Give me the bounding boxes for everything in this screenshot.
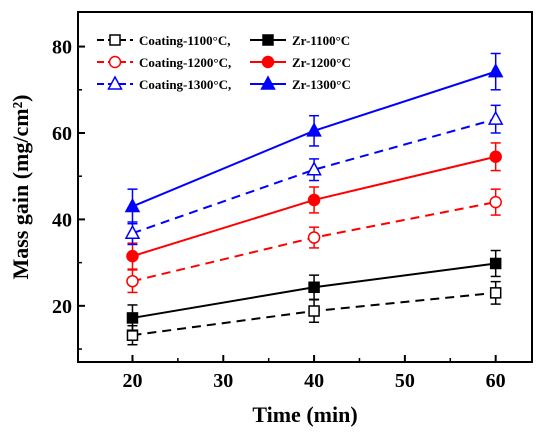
data-point — [126, 329, 139, 341]
x-tick-label: 60 — [486, 370, 506, 392]
data-point — [489, 195, 502, 209]
legend-item-3: Zr-1200°C — [250, 55, 351, 70]
x-tick-label: 50 — [395, 370, 415, 392]
data-point — [487, 110, 504, 125]
legend-item-1: Zr-1100°C — [250, 33, 350, 48]
data-point — [489, 150, 502, 164]
data-point — [307, 231, 321, 244]
legend-marker — [109, 34, 121, 46]
data-point — [126, 312, 139, 324]
y-tick-label: 60 — [52, 123, 72, 145]
legend-item-4: Coating-1300°C, — [97, 75, 231, 92]
x-tick-label: 40 — [304, 370, 324, 392]
legend-item-0: Coating-1100°C, — [97, 33, 231, 48]
data-point — [126, 249, 139, 263]
legend: Coating-1100°C, Zr-1100°C Coating-1200°C, Z… — [97, 33, 351, 92]
series-layer — [124, 52, 504, 346]
y-tick-label: 20 — [52, 296, 72, 318]
axis-ticks — [78, 45, 497, 362]
legend-marker — [262, 34, 274, 46]
data-point — [308, 281, 320, 293]
data-point — [124, 224, 141, 239]
legend-label: Zr-1100°C — [292, 33, 350, 48]
data-point — [126, 274, 139, 288]
data-point — [489, 257, 502, 270]
legend-marker — [260, 75, 276, 90]
legend-label: Coating-1100°C, — [139, 33, 231, 48]
plot-area — [77, 11, 533, 363]
series-1 — [126, 249, 502, 332]
y-tick-label: 80 — [52, 37, 72, 59]
data-point — [489, 287, 502, 299]
data-point — [306, 122, 322, 137]
data-point — [306, 161, 322, 176]
data-point — [124, 197, 141, 213]
legend-marker — [107, 75, 123, 90]
legend-label: Zr-1300°C — [292, 77, 351, 92]
x-axis-title: Time (min) — [252, 402, 357, 427]
data-point — [308, 305, 320, 317]
series-4 — [124, 104, 504, 246]
series-2 — [126, 188, 502, 294]
series-line — [132, 118, 496, 235]
x-tick-label: 20 — [122, 370, 142, 392]
tick-labels: 20 30 40 50 60 20 40 60 80 — [52, 37, 506, 392]
legend-item-2: Coating-1200°C, — [97, 55, 231, 70]
legend-label: Coating-1200°C, — [139, 55, 231, 70]
legend-item-5: Zr-1300°C — [250, 75, 351, 92]
data-point — [487, 63, 504, 78]
legend-marker — [261, 55, 275, 69]
y-axis-title: Mass gain (mg/cm²) — [8, 94, 33, 279]
data-point — [307, 193, 321, 207]
y-tick-label: 40 — [52, 209, 72, 231]
series-5 — [124, 52, 504, 225]
legend-label: Zr-1200°C — [292, 55, 351, 70]
plot-frame — [77, 11, 533, 363]
legend-marker — [108, 55, 122, 69]
series-3 — [126, 142, 502, 270]
series-0 — [126, 280, 502, 346]
x-tick-label: 30 — [213, 370, 233, 392]
legend-label: Coating-1300°C, — [139, 77, 231, 92]
